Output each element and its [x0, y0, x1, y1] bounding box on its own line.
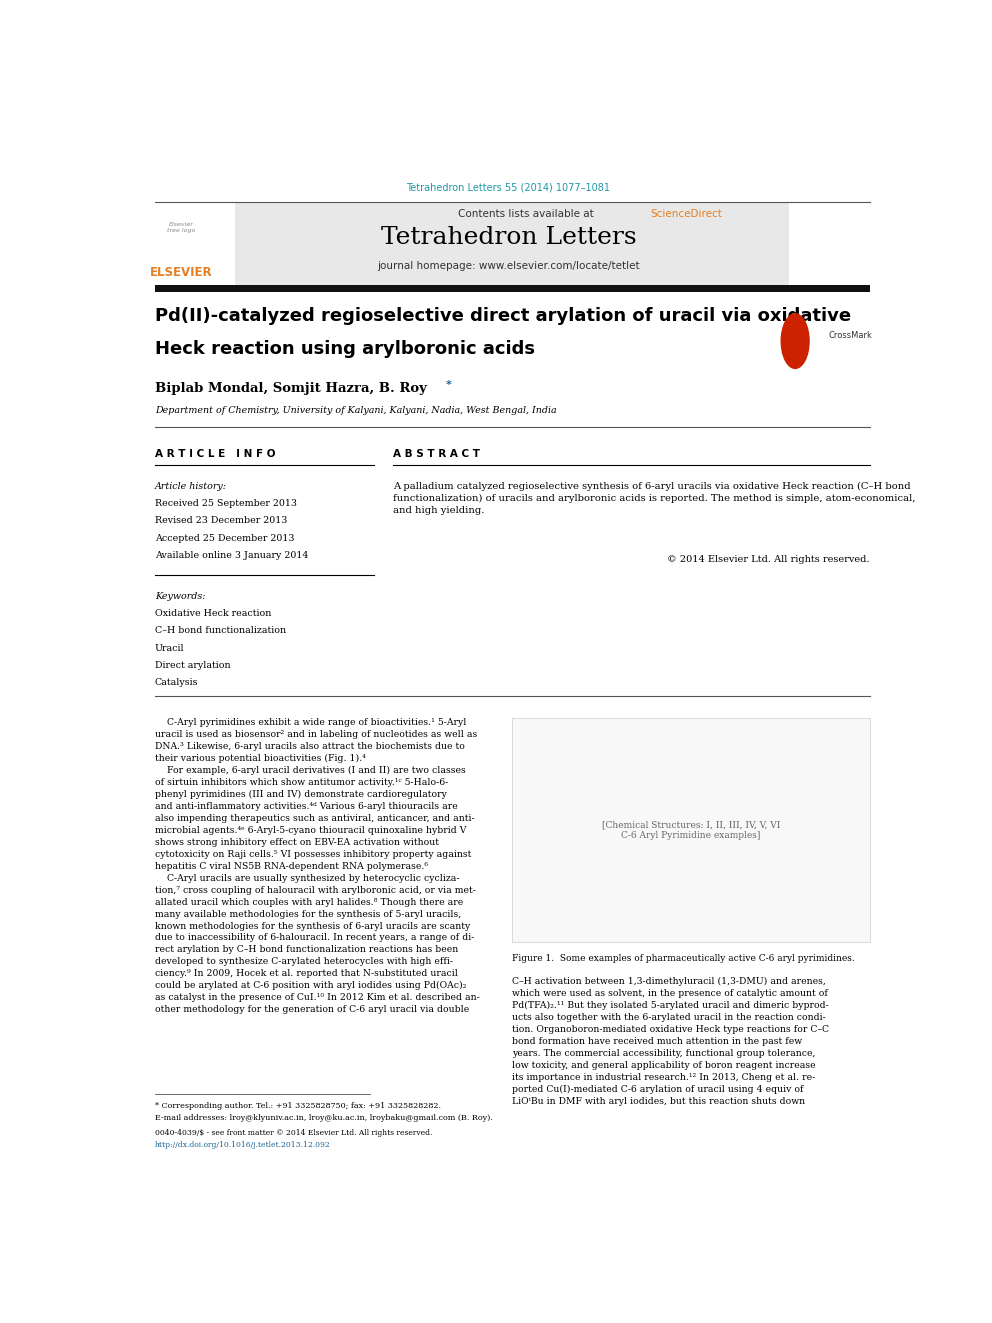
FancyBboxPatch shape — [235, 201, 789, 286]
Text: * Corresponding author. Tel.: +91 3325828750; fax: +91 3325828282.: * Corresponding author. Tel.: +91 332582… — [155, 1102, 440, 1110]
Text: C–H bond functionalization: C–H bond functionalization — [155, 626, 286, 635]
Text: Tetrahedron Letters 55 (2014) 1077–1081: Tetrahedron Letters 55 (2014) 1077–1081 — [407, 183, 610, 192]
Text: E-mail addresses: lroy@klyuniv.ac.in, lroy@ku.ac.in, lroybaku@gmail.com (B. Roy): E-mail addresses: lroy@klyuniv.ac.in, lr… — [155, 1114, 493, 1122]
Text: Article history:: Article history: — [155, 482, 227, 491]
Text: Figure 1.  Some examples of pharmaceutically active C-6 aryl pyrimidines.: Figure 1. Some examples of pharmaceutica… — [512, 954, 855, 963]
Text: Department of Chemistry, University of Kalyani, Kalyani, Nadia, West Bengal, Ind: Department of Chemistry, University of K… — [155, 406, 557, 415]
Text: Uracil: Uracil — [155, 644, 185, 652]
Text: ScienceDirect: ScienceDirect — [651, 209, 722, 218]
Text: A R T I C L E   I N F O: A R T I C L E I N F O — [155, 448, 275, 459]
Text: CrossMark: CrossMark — [829, 331, 873, 340]
Text: Revised 23 December 2013: Revised 23 December 2013 — [155, 516, 287, 525]
Text: Heck reaction using arylboronic acids: Heck reaction using arylboronic acids — [155, 340, 535, 359]
Text: Catalysis: Catalysis — [155, 679, 198, 688]
Text: http://dx.doi.org/10.1016/j.tetlet.2013.12.092: http://dx.doi.org/10.1016/j.tetlet.2013.… — [155, 1140, 330, 1148]
Text: C-Aryl pyrimidines exhibit a wide range of bioactivities.¹ 5-Aryl
uracil is used: C-Aryl pyrimidines exhibit a wide range … — [155, 718, 479, 1015]
Text: A palladium catalyzed regioselective synthesis of 6-aryl uracils via oxidative H: A palladium catalyzed regioselective syn… — [393, 482, 916, 515]
Text: Keywords:: Keywords: — [155, 591, 205, 601]
Text: Pd(II)-catalyzed regioselective direct arylation of uracil via oxidative: Pd(II)-catalyzed regioselective direct a… — [155, 307, 851, 325]
Text: Oxidative Heck reaction: Oxidative Heck reaction — [155, 609, 271, 618]
Text: Available online 3 January 2014: Available online 3 January 2014 — [155, 550, 309, 560]
Text: journal homepage: www.elsevier.com/locate/tetlet: journal homepage: www.elsevier.com/locat… — [377, 261, 640, 271]
Text: Elsevier
tree logo: Elsevier tree logo — [168, 222, 195, 233]
Text: Contents lists available at: Contents lists available at — [458, 209, 597, 218]
Text: © 2014 Elsevier Ltd. All rights reserved.: © 2014 Elsevier Ltd. All rights reserved… — [668, 556, 870, 564]
FancyBboxPatch shape — [512, 718, 870, 942]
Text: [Chemical Structures: I, II, III, IV, V, VI
C-6 Aryl Pyrimidine examples]: [Chemical Structures: I, II, III, IV, V,… — [602, 820, 780, 840]
Text: Accepted 25 December 2013: Accepted 25 December 2013 — [155, 533, 295, 542]
Text: Tetrahedron Letters: Tetrahedron Letters — [381, 226, 636, 249]
Text: Biplab Mondal, Somjit Hazra, B. Roy: Biplab Mondal, Somjit Hazra, B. Roy — [155, 382, 427, 394]
Text: Received 25 September 2013: Received 25 September 2013 — [155, 499, 297, 508]
Bar — [155, 284, 870, 292]
Text: 0040-4039/$ - see front matter © 2014 Elsevier Ltd. All rights reserved.: 0040-4039/$ - see front matter © 2014 El… — [155, 1129, 433, 1136]
Text: *: * — [445, 380, 451, 390]
Text: A B S T R A C T: A B S T R A C T — [393, 448, 480, 459]
Text: Direct arylation: Direct arylation — [155, 662, 230, 669]
Text: ELSEVIER: ELSEVIER — [151, 266, 213, 279]
Ellipse shape — [781, 314, 809, 369]
Text: C–H activation between 1,3-dimethyluracil (1,3-DMU) and arenes,
which were used : C–H activation between 1,3-dimethyluraci… — [512, 976, 829, 1106]
